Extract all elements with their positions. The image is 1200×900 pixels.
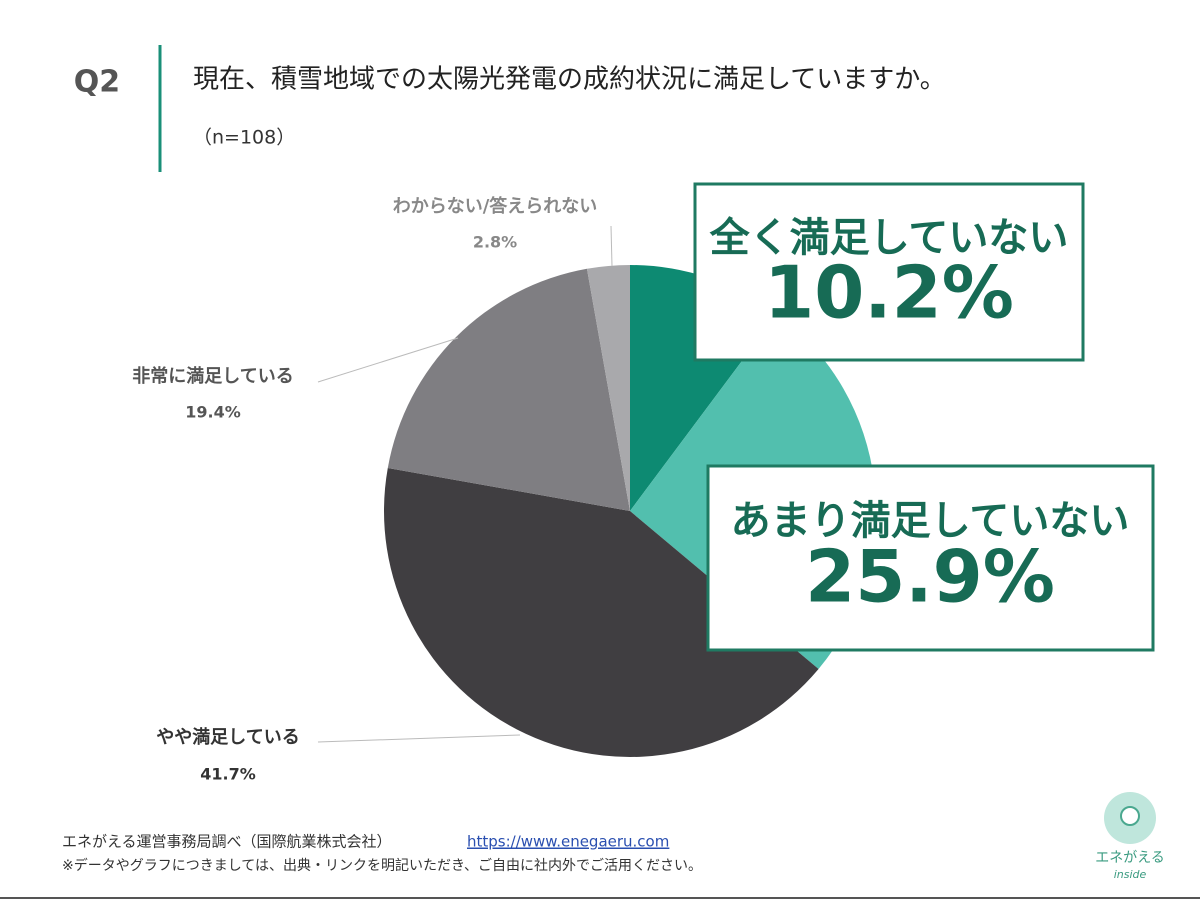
category-label: わからない/答えられない [393,195,598,217]
pie-slice [384,467,819,757]
pie-slice [586,265,630,511]
leader-line [317,734,521,743]
value-label: 2.8% [473,233,517,252]
value-label: 10.2% [764,251,1014,335]
logo-sub: inside [1114,868,1147,881]
value-label: 25.9% [805,535,1055,619]
category-label: やや満足している [156,726,299,748]
question-title: 現在、積雪地域での太陽光発電の成約状況に満足していますか。 [193,65,946,95]
value-label: 41.7% [200,765,256,784]
value-label: 19.4% [185,403,241,422]
sample-size: （n=108） [193,127,295,149]
leader-line [317,337,459,383]
category-label: あまり満足していない [731,498,1130,544]
label-box [693,182,1085,362]
pie-slice [387,268,630,511]
category-label: 非常に満足している [132,365,293,387]
logo-bulb [1120,806,1140,826]
logo-name: エネがえる [1095,850,1165,866]
source: エネがえる運営事務局調べ（国際航業株式会社） [62,833,392,851]
question-number: Q2 [74,65,120,100]
category-label: 全く満足していない [709,215,1069,261]
leader-line [610,225,613,267]
usage-notice: ※データやグラフにつきましては、出典・リンクを明記いただき、ご自由に社内外でご活… [62,857,702,874]
label-box [706,464,1155,652]
source-link[interactable]: https://www.enegaeru.com [467,833,669,851]
